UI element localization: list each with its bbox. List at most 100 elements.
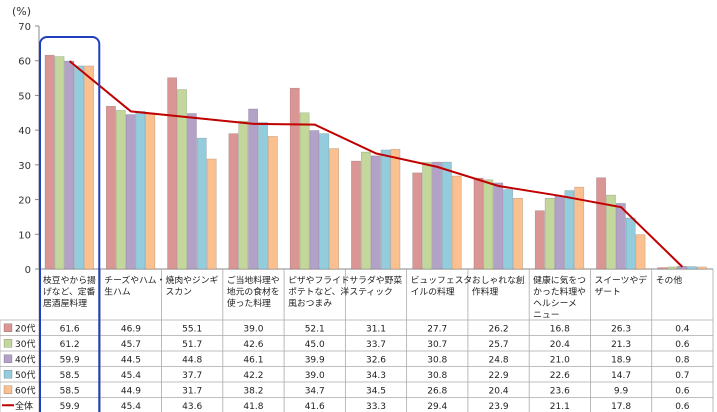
category-label: げなど、定番 bbox=[43, 286, 96, 298]
data-value: 23.9 bbox=[489, 402, 509, 412]
bar bbox=[177, 89, 187, 270]
data-value: 0.6 bbox=[675, 402, 690, 412]
bar bbox=[248, 108, 259, 270]
bar bbox=[267, 136, 278, 270]
data-value: 44.9 bbox=[121, 386, 141, 396]
data-value: 45.0 bbox=[305, 340, 325, 350]
data-value: 41.8 bbox=[243, 402, 263, 412]
bar bbox=[596, 177, 606, 270]
bar bbox=[441, 161, 452, 270]
bar bbox=[135, 111, 146, 270]
bar bbox=[206, 158, 217, 270]
bar bbox=[228, 133, 239, 270]
line-series-overall bbox=[68, 60, 684, 268]
data-value: 38.2 bbox=[243, 386, 263, 396]
data-value: 25.7 bbox=[489, 340, 509, 350]
data-value: 23.6 bbox=[550, 386, 570, 396]
bar bbox=[319, 133, 330, 270]
data-value: 0.4 bbox=[675, 324, 690, 334]
bar bbox=[696, 266, 707, 270]
bar bbox=[167, 77, 178, 270]
bar bbox=[432, 161, 442, 270]
bar bbox=[74, 65, 85, 270]
category-label: スカン bbox=[166, 287, 193, 298]
bar bbox=[635, 234, 646, 270]
bar bbox=[258, 122, 268, 270]
legend-label: 40代 bbox=[15, 354, 35, 365]
bar bbox=[503, 189, 513, 270]
data-value: 46.1 bbox=[243, 355, 263, 365]
legend-swatch bbox=[3, 323, 13, 332]
data-value: 51.7 bbox=[182, 340, 202, 350]
data-value: 45.7 bbox=[121, 340, 141, 350]
plot-area: 0 10 20 30 40 50 60 70 bbox=[18, 22, 713, 276]
bar bbox=[106, 105, 116, 270]
data-value: 26.3 bbox=[611, 324, 631, 334]
bar bbox=[657, 267, 668, 270]
y-tick-label: 20 bbox=[18, 196, 31, 207]
y-axis-unit: (%) bbox=[12, 5, 31, 18]
bar bbox=[574, 186, 585, 270]
data-value: 20.4 bbox=[489, 386, 509, 396]
category-label: 健康に気をつ bbox=[533, 274, 586, 286]
category-label: 焼肉やジンギ bbox=[166, 274, 219, 286]
legend-swatch bbox=[3, 385, 13, 394]
category-label: チーズやハム・ bbox=[104, 274, 165, 286]
category-label: ピザやフライド bbox=[288, 275, 350, 286]
bar bbox=[84, 65, 94, 270]
data-value: 34.5 bbox=[366, 386, 386, 396]
bar bbox=[667, 266, 678, 270]
data-value: 45.4 bbox=[121, 402, 141, 412]
data-value: 17.8 bbox=[611, 402, 631, 412]
category-label: スティック bbox=[349, 287, 392, 298]
category-label: ヘルシーメ bbox=[533, 299, 577, 309]
category-label: 地元の食材を bbox=[227, 286, 280, 298]
data-value: 58.5 bbox=[60, 371, 80, 381]
bar bbox=[309, 130, 320, 270]
bar bbox=[145, 112, 156, 270]
bar bbox=[125, 114, 136, 270]
category-label: サラダや野菜 bbox=[349, 274, 402, 286]
bar bbox=[54, 56, 65, 270]
bar bbox=[289, 87, 300, 270]
legend-label: 60代 bbox=[15, 385, 35, 396]
data-value: 0.8 bbox=[675, 355, 690, 365]
legend-swatch bbox=[3, 339, 13, 348]
data-value: 24.8 bbox=[489, 355, 509, 365]
data-value: 52.1 bbox=[305, 324, 325, 334]
category-label: その他 bbox=[656, 274, 683, 286]
data-value: 29.4 bbox=[427, 402, 447, 412]
bar bbox=[390, 148, 401, 270]
category-label: 枝豆やから揚 bbox=[43, 274, 96, 286]
category-label: 生ハム bbox=[104, 286, 131, 298]
data-value: 32.6 bbox=[366, 355, 386, 365]
data-value: 0.7 bbox=[675, 371, 689, 381]
category-label: スイーツやデ bbox=[594, 274, 647, 286]
bar bbox=[625, 217, 636, 270]
data-value: 34.3 bbox=[366, 371, 386, 381]
data-value: 33.7 bbox=[366, 340, 386, 350]
bar bbox=[473, 177, 484, 270]
data-value: 21.0 bbox=[550, 355, 570, 365]
data-value: 22.6 bbox=[550, 371, 570, 381]
data-value: 0.6 bbox=[675, 386, 690, 396]
y-tick-label: 40 bbox=[18, 126, 31, 137]
legend-label: 30代 bbox=[15, 339, 35, 350]
legend-swatch bbox=[3, 370, 13, 379]
category-label: 風おつまみ bbox=[288, 298, 332, 309]
data-value: 39.0 bbox=[305, 371, 325, 381]
data-value: 45.4 bbox=[121, 371, 141, 381]
category-label: ニュー bbox=[533, 311, 559, 321]
category-label: イルの料理 bbox=[411, 286, 455, 298]
data-value: 20.4 bbox=[550, 340, 570, 350]
category-label: ご当地料理や bbox=[227, 274, 280, 286]
data-value: 30.8 bbox=[427, 371, 447, 381]
bar bbox=[606, 194, 616, 270]
y-tick-label: 10 bbox=[18, 230, 31, 241]
data-value: 31.1 bbox=[366, 324, 386, 334]
highlight-box bbox=[39, 36, 101, 412]
bar bbox=[196, 137, 207, 270]
category-label: ポテトなど、洋 bbox=[288, 286, 349, 298]
